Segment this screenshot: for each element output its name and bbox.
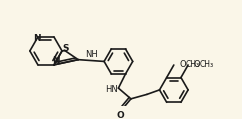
Text: NH: NH xyxy=(85,50,98,59)
Text: CH₃: CH₃ xyxy=(185,60,200,69)
Text: N: N xyxy=(33,34,41,43)
Text: O: O xyxy=(193,60,200,69)
Text: HN: HN xyxy=(105,85,118,94)
Text: CH₃: CH₃ xyxy=(200,60,214,69)
Text: S: S xyxy=(63,44,69,53)
Text: O: O xyxy=(179,60,186,69)
Text: O: O xyxy=(116,111,124,119)
Text: N: N xyxy=(52,56,60,65)
